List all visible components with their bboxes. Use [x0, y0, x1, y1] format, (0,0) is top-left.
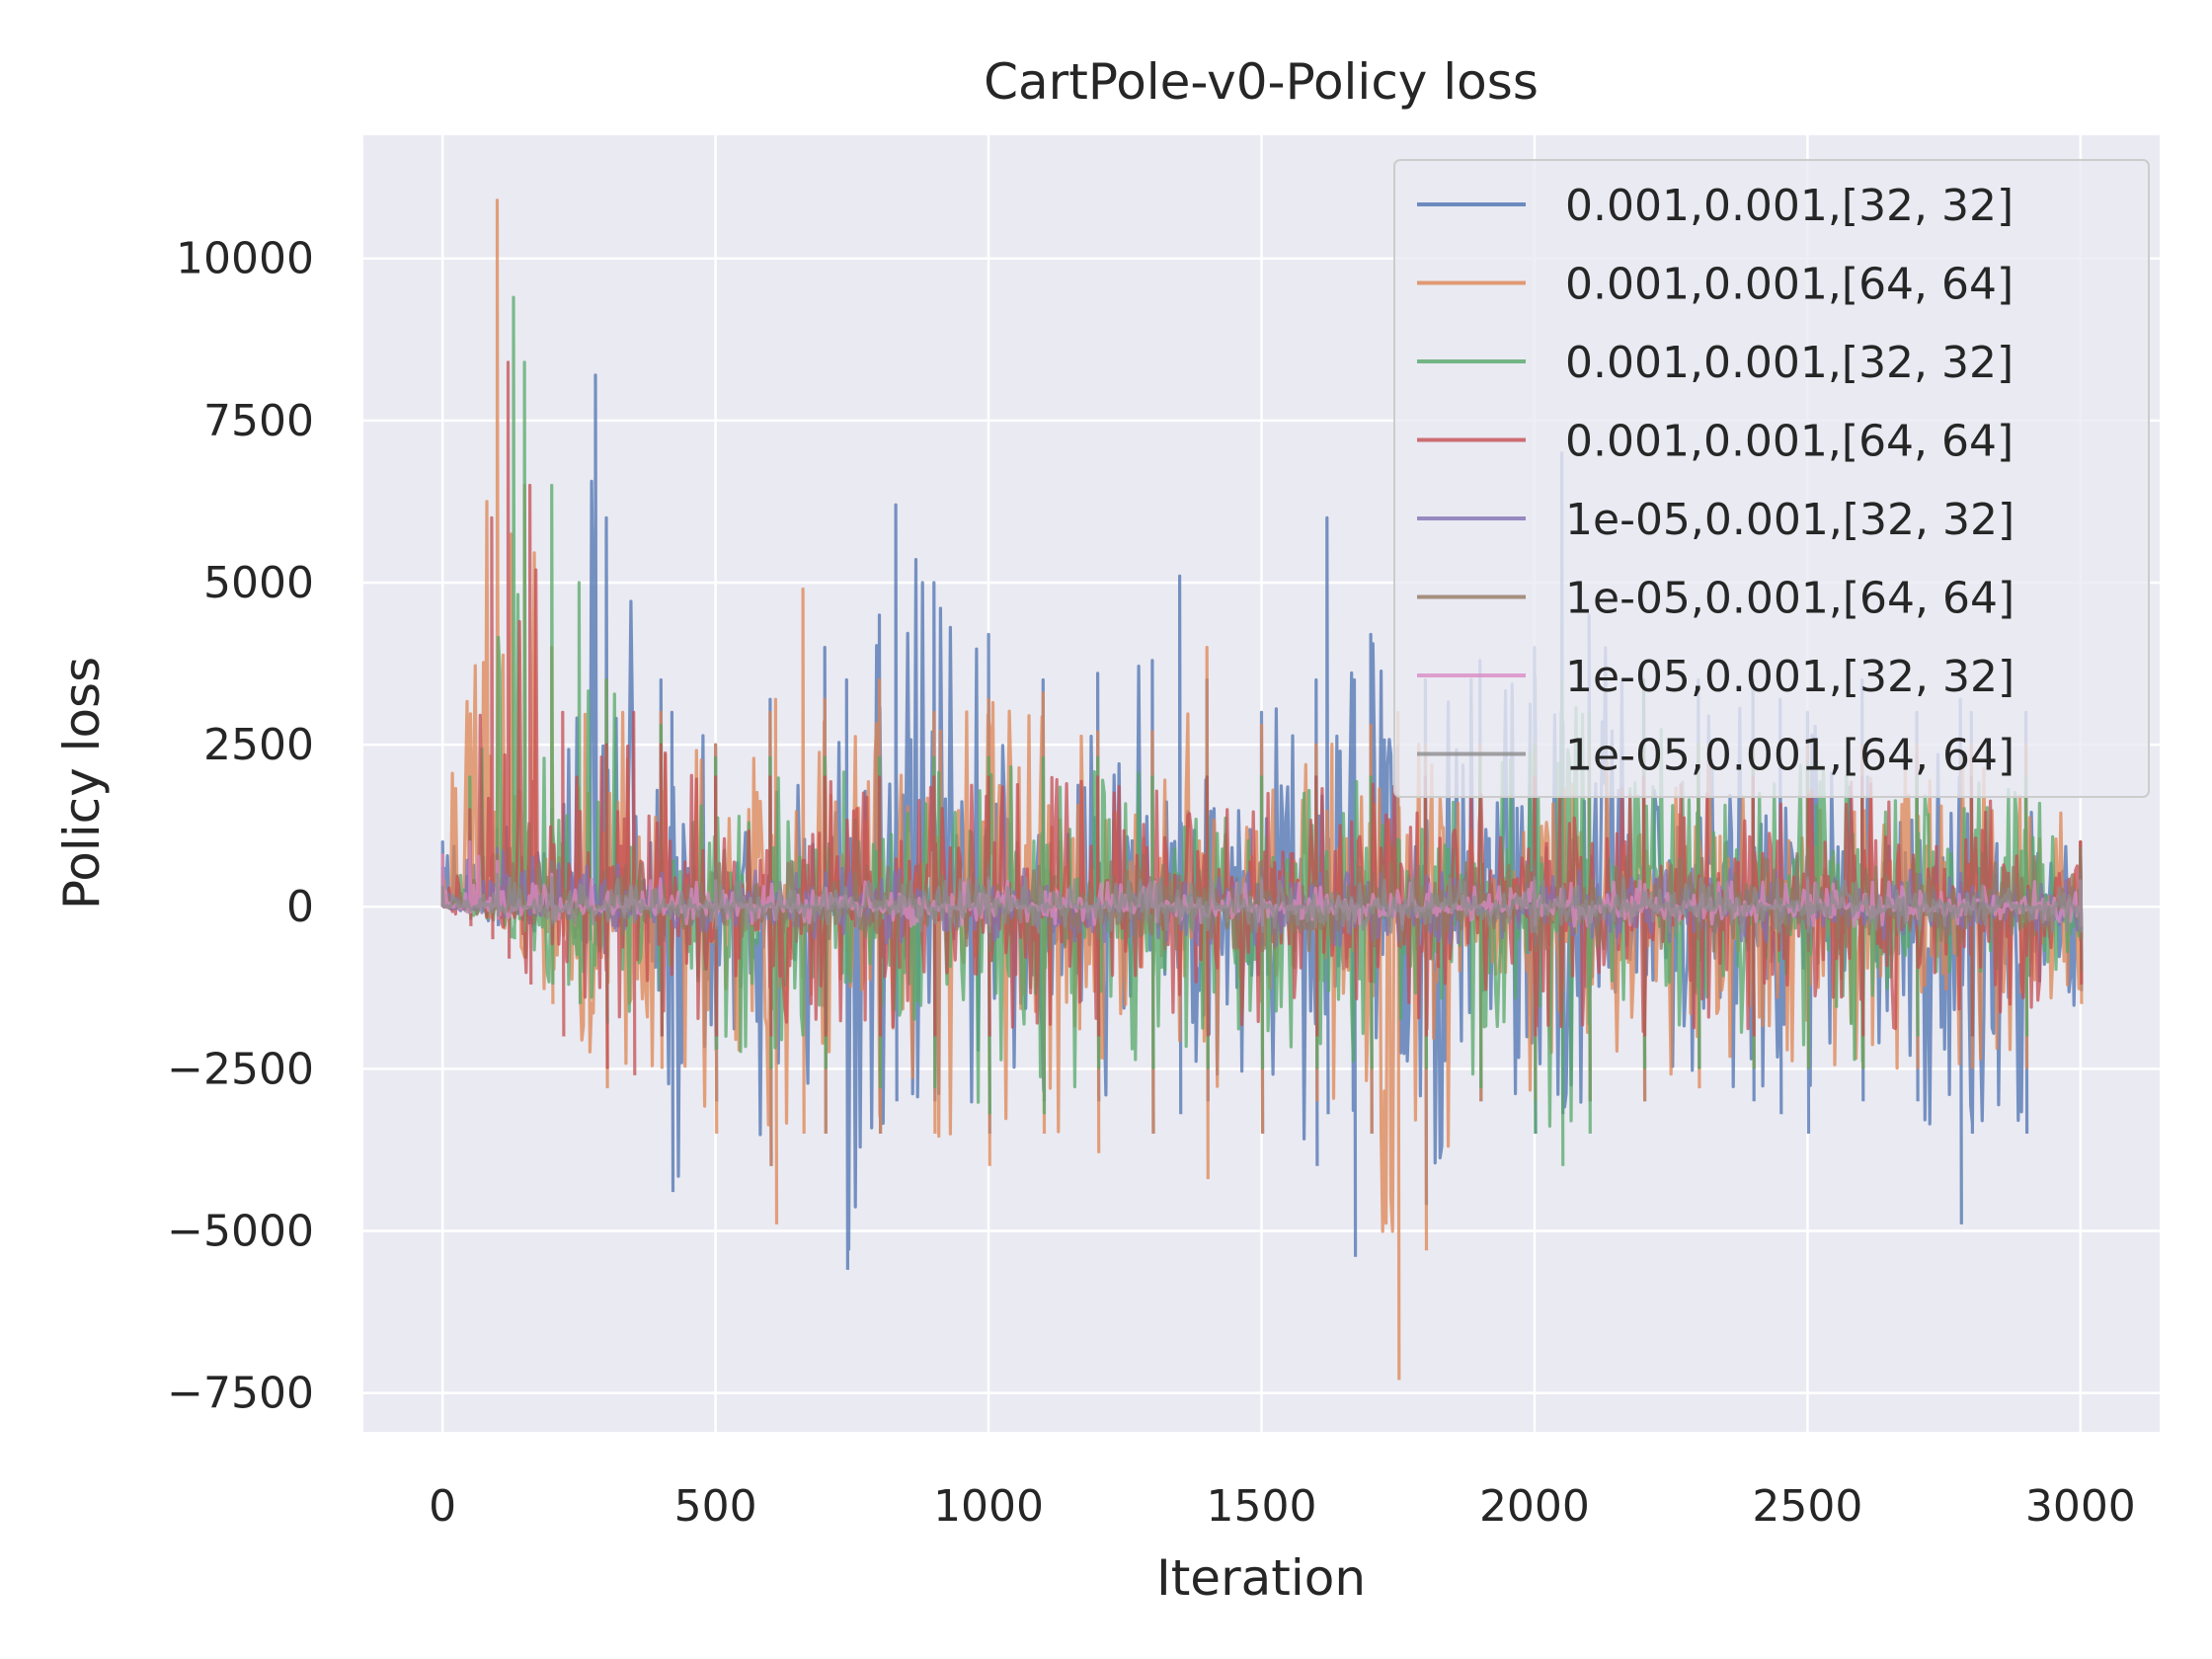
- y-tick-label: 2500: [203, 720, 314, 770]
- tick-labels: 0 500 1000 1500 2000 2500 3000 −7500 −5000 −2500 0…: [167, 234, 2136, 1532]
- legend-label: 0.001,0.001,[64, 64]: [1565, 260, 2014, 310]
- y-tick-label: 10000: [176, 234, 314, 284]
- x-axis-title: Iteration: [1156, 1549, 1366, 1607]
- y-tick-label: 5000: [203, 558, 314, 608]
- chart-title: CartPole-v0-Policy loss: [984, 53, 1539, 111]
- y-tick-label: −7500: [167, 1369, 314, 1419]
- series-line-8: [440, 872, 2084, 934]
- y-tick-label: −5000: [167, 1206, 314, 1256]
- x-tick-label: 1000: [933, 1481, 1044, 1532]
- legend: 0.001,0.001,[32, 32] 0.001,0.001,[64, 64]…: [1393, 159, 2150, 798]
- legend-label: 1e-05,0.001,[64, 64]: [1565, 731, 2014, 781]
- legend-label: 0.001,0.001,[32, 32]: [1565, 338, 2014, 388]
- legend-label: 1e-05,0.001,[32, 32]: [1565, 495, 2014, 545]
- legend-label: 1e-05,0.001,[64, 64]: [1565, 574, 2014, 624]
- y-tick-label: 0: [286, 882, 314, 932]
- legend-label: 0.001,0.001,[32, 32]: [1565, 181, 2014, 231]
- x-tick-label: 1500: [1207, 1481, 1317, 1532]
- y-tick-label: 7500: [203, 396, 314, 446]
- x-tick-label: 2500: [1752, 1481, 1862, 1532]
- x-tick-label: 500: [674, 1481, 757, 1532]
- y-axis-title: Policy loss: [53, 657, 111, 909]
- legend-label: 0.001,0.001,[64, 64]: [1565, 417, 2014, 467]
- x-tick-label: 3000: [2025, 1481, 2136, 1532]
- x-tick-label: 2000: [1479, 1481, 1590, 1532]
- y-tick-label: −2500: [167, 1044, 314, 1094]
- legend-frame: [1393, 159, 2150, 798]
- x-tick-label: 0: [429, 1481, 456, 1532]
- legend-label: 1e-05,0.001,[32, 32]: [1565, 652, 2014, 702]
